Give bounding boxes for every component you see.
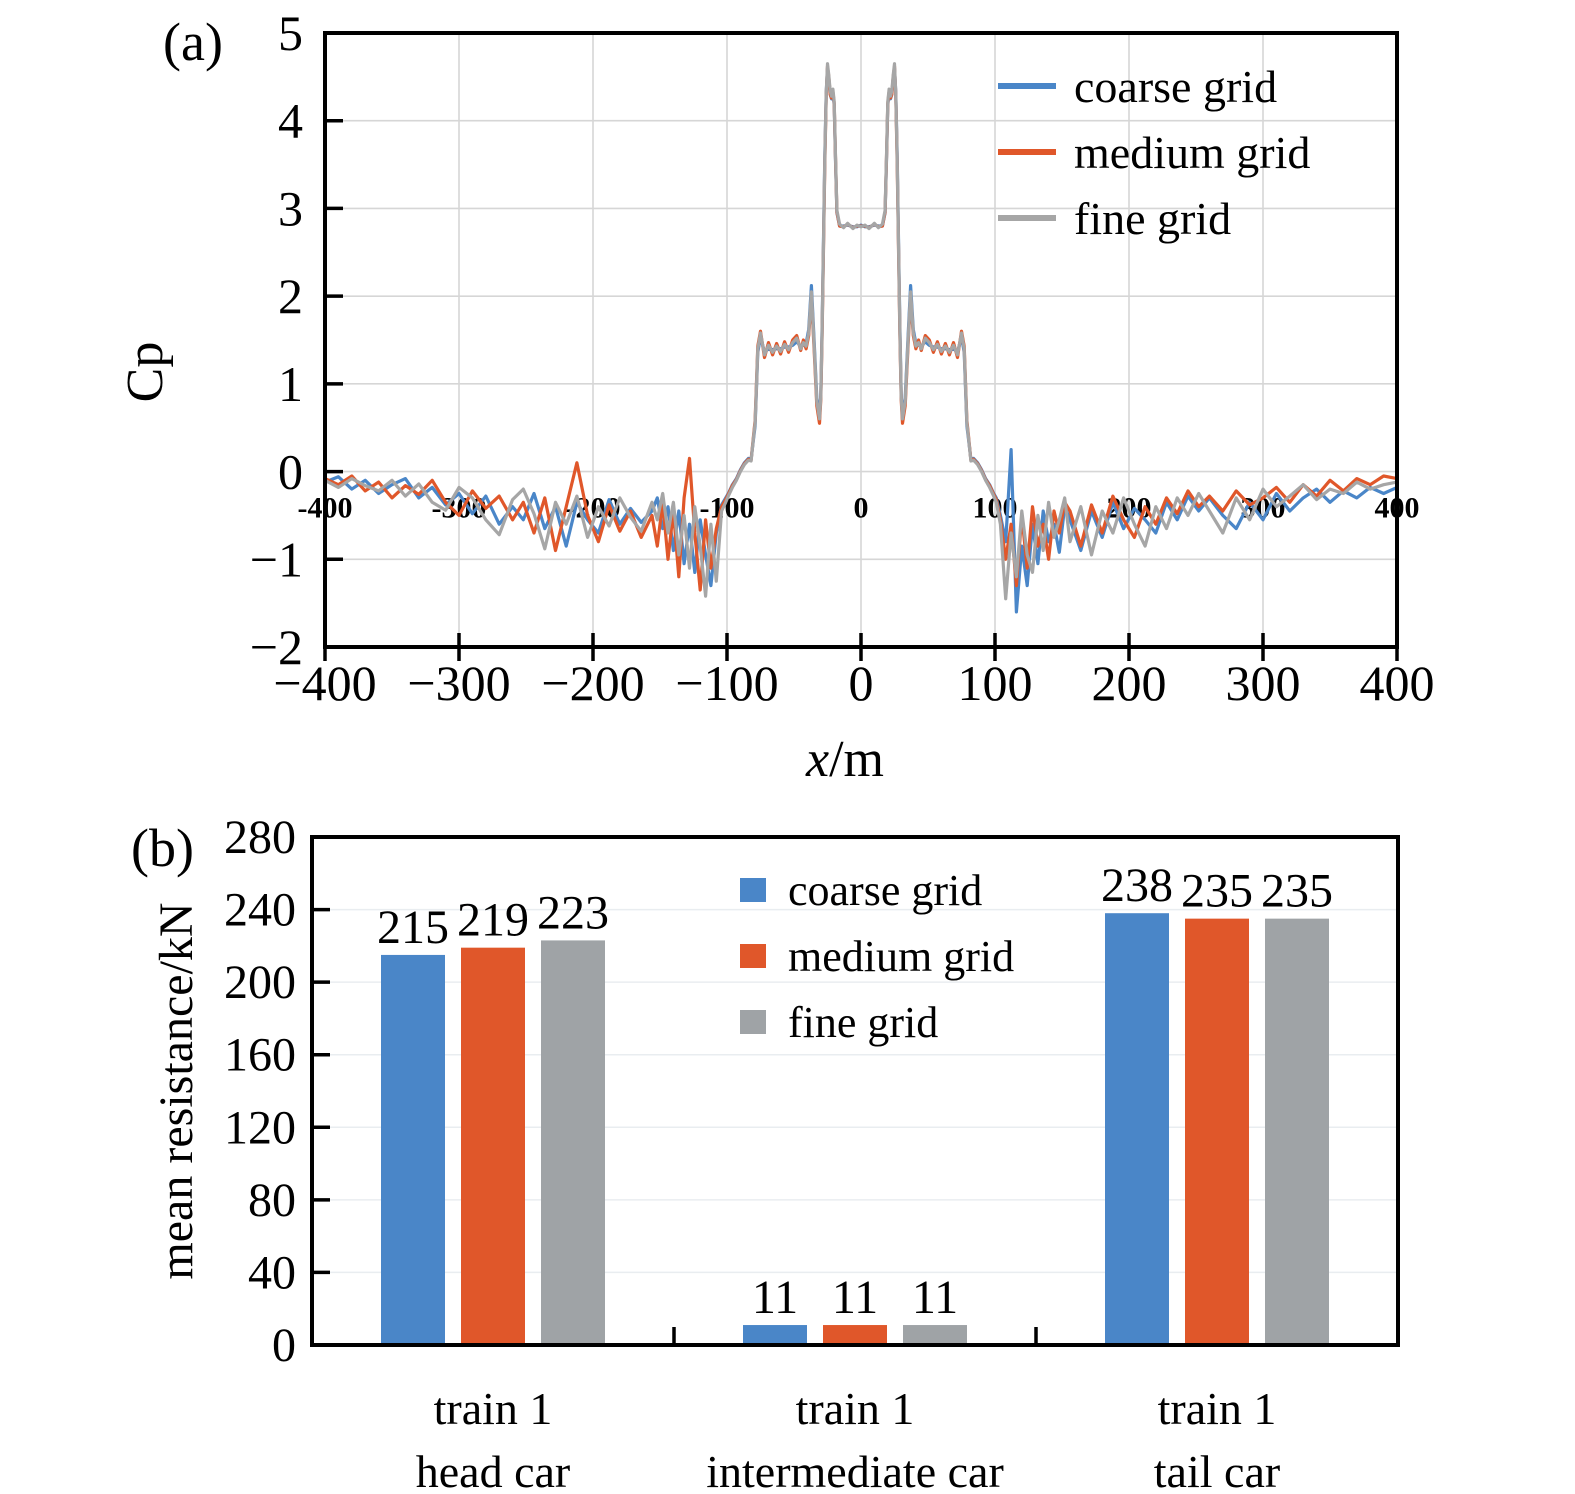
panel-b-y-axis-title: mean resistance/kN bbox=[150, 902, 203, 1279]
y-tick-label: 160 bbox=[224, 1029, 296, 1082]
category-label-line2: intermediate car bbox=[706, 1446, 1004, 1494]
legend-label: fine grid bbox=[788, 998, 938, 1047]
legend-label: fine grid bbox=[1074, 193, 1231, 244]
y-tick-label: 2 bbox=[278, 268, 303, 324]
category-label-line1: train 1 bbox=[796, 1383, 915, 1434]
bar-coarse-grid bbox=[1105, 913, 1169, 1345]
bar-value-label: 11 bbox=[912, 1271, 958, 1324]
bar-coarse-grid bbox=[381, 954, 445, 1345]
y-tick-label: 200 bbox=[224, 956, 296, 1009]
bar-value-label: 219 bbox=[457, 894, 529, 947]
bar-fine-grid bbox=[903, 1325, 967, 1345]
panel-b-category-labels: train 1 head car train 1 intermediate car tr… bbox=[416, 1383, 1280, 1494]
y-tick-label: 40 bbox=[248, 1246, 296, 1299]
panel-b-legend: coarse grid medium grid fine grid bbox=[740, 866, 1014, 1047]
bar-value-label: 11 bbox=[752, 1271, 798, 1324]
x-tick-label: 400 bbox=[1360, 655, 1435, 711]
panel-a-legend: coarse grid medium grid fine grid bbox=[998, 61, 1310, 244]
panel-b-tick-labels: 280 240 200 160 120 80 40 0 bbox=[224, 811, 296, 1372]
x-tick-label: −400 bbox=[273, 655, 376, 711]
series-line-fine-grid bbox=[323, 62, 1399, 601]
bar-fine-grid bbox=[1265, 918, 1329, 1345]
bar-value-label: 238 bbox=[1101, 859, 1173, 912]
legend-label: coarse grid bbox=[788, 866, 982, 915]
panel-b-value-labels: 215 11 238 219 11 235 223 11 235 bbox=[377, 859, 1333, 1324]
bar-medium-grid bbox=[1185, 918, 1249, 1345]
panel-b-tag: (b) bbox=[131, 818, 194, 878]
y-tick-label: 280 bbox=[224, 811, 296, 864]
panel-a-axes bbox=[323, 31, 1399, 661]
bar-value-label: 223 bbox=[537, 886, 609, 939]
bar-value-label: 11 bbox=[832, 1271, 878, 1324]
x-tick-label: −200 bbox=[541, 655, 644, 711]
y-tick-label: 120 bbox=[224, 1101, 296, 1154]
legend-square-swatch bbox=[740, 1010, 766, 1034]
y-tick-label: 80 bbox=[248, 1174, 296, 1227]
bar-medium-grid bbox=[461, 947, 525, 1345]
bar-value-label: 235 bbox=[1181, 865, 1253, 918]
bar-medium-grid bbox=[823, 1325, 887, 1345]
y-tick-label: 4 bbox=[278, 93, 303, 149]
y-tick-label: −1 bbox=[250, 531, 303, 587]
x-tick-label: 200 bbox=[1092, 655, 1167, 711]
x-tick-label: 0 bbox=[849, 655, 874, 711]
x-tick-label: 300 bbox=[1226, 655, 1301, 711]
category-label-line2: head car bbox=[416, 1446, 571, 1494]
panel-b-border bbox=[310, 835, 1400, 1347]
x-tick-label: −300 bbox=[407, 655, 510, 711]
panel-a-x-axis-title: x/m bbox=[805, 731, 884, 788]
y-tick-label: 5 bbox=[278, 5, 303, 61]
bar-value-label: 235 bbox=[1261, 865, 1333, 918]
bar-fine-grid bbox=[541, 940, 605, 1345]
y-tick-label: 0 bbox=[272, 1319, 296, 1372]
legend-square-swatch bbox=[740, 944, 766, 968]
legend-label: medium grid bbox=[1074, 127, 1310, 178]
category-label-line1: train 1 bbox=[434, 1383, 553, 1434]
y-tick-label: 240 bbox=[224, 884, 296, 937]
legend-square-swatch bbox=[740, 878, 766, 902]
legend-label: medium grid bbox=[788, 932, 1014, 981]
bar-coarse-grid bbox=[743, 1325, 807, 1345]
panel-a-tag: (a) bbox=[163, 12, 223, 72]
x-tick-label: −100 bbox=[675, 655, 778, 711]
legend-label: coarse grid bbox=[1074, 61, 1277, 112]
y-tick-label: −2 bbox=[250, 619, 303, 675]
y-tick-label: 0 bbox=[278, 444, 303, 500]
inner-x-tick-label: 0 bbox=[854, 492, 869, 525]
bar-value-label: 215 bbox=[377, 901, 449, 954]
panel-a-y-axis-title: Cp bbox=[117, 342, 174, 403]
panel-a-line-series bbox=[323, 62, 1399, 614]
y-tick-label: 3 bbox=[278, 180, 303, 236]
panel-a-tick-labels: −400 −300 −200 −100 0 100 200 300 400 5 4 3 2 1 0 −1 −2 bbox=[250, 5, 1435, 711]
x-tick-label: 100 bbox=[958, 655, 1033, 711]
panel-b-axes bbox=[310, 835, 1400, 1347]
panel-b-bars bbox=[381, 913, 1329, 1345]
y-tick-label: 1 bbox=[278, 356, 303, 412]
category-label-line2: tail car bbox=[1154, 1446, 1280, 1494]
panel-a-gridlines bbox=[325, 33, 1397, 647]
category-label-line1: train 1 bbox=[1158, 1383, 1277, 1434]
